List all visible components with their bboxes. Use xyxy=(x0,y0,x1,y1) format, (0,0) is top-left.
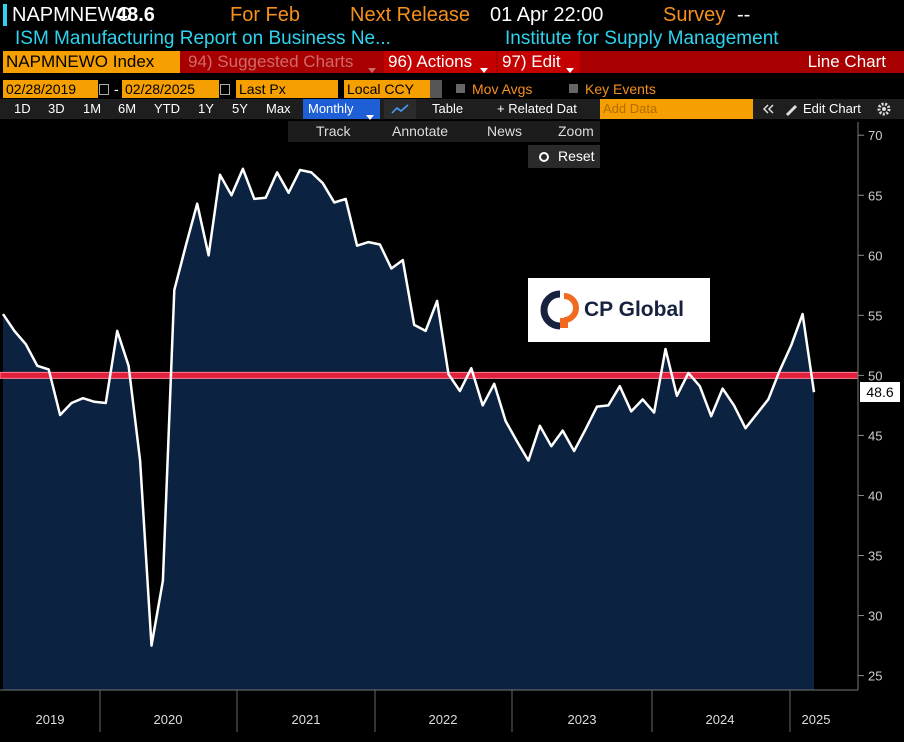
chart-icon-button[interactable] xyxy=(384,99,416,119)
y-tick-label: 25 xyxy=(868,669,882,684)
y-tick-label: 65 xyxy=(868,188,882,203)
tool-button[interactable]: Zoom xyxy=(558,123,594,139)
frequency-select[interactable]: Monthly xyxy=(303,99,380,119)
period-button[interactable]: 6M xyxy=(118,101,137,116)
x-tick-label: 2019 xyxy=(36,712,65,727)
x-tick-label: 2021 xyxy=(292,712,321,727)
last-value: 48.6 xyxy=(116,4,155,26)
x-tick-label: 2020 xyxy=(154,712,183,727)
logo-icon xyxy=(540,290,579,330)
area xyxy=(3,168,814,691)
logo-text: CP Global xyxy=(584,298,684,321)
actions-menu[interactable]: 96) Actions xyxy=(384,51,496,73)
survey: -- xyxy=(737,4,751,26)
tool-button[interactable]: Track xyxy=(316,123,351,139)
add-data-input[interactable]: Add Data xyxy=(600,99,753,119)
start-date[interactable]: 02/28/2019 xyxy=(3,80,98,98)
x-tick-label: 2024 xyxy=(706,712,735,727)
tools-bar xyxy=(288,121,600,142)
table-button[interactable]: Table xyxy=(432,101,464,116)
x-tick-label: 2022 xyxy=(429,712,458,727)
y-tick-label: 35 xyxy=(868,549,882,564)
period-button[interactable]: 1Y xyxy=(198,101,214,116)
related-data[interactable]: + Related Dat xyxy=(497,101,577,116)
line-icon xyxy=(391,104,409,114)
y-tick-label: 40 xyxy=(868,488,882,503)
dropdown-arrow xyxy=(366,107,374,125)
chart-type[interactable]: Line Chart xyxy=(807,52,886,71)
pencil-icon xyxy=(785,104,798,117)
tool-button[interactable]: Annotate xyxy=(392,123,449,139)
collapse-icon[interactable] xyxy=(762,102,776,116)
accent-bar xyxy=(3,4,7,26)
survey-label: Survey xyxy=(663,4,726,26)
price-field[interactable]: Last Px xyxy=(236,80,338,98)
y-tick-label: 70 xyxy=(868,128,882,143)
edit-menu[interactable]: 97) Edit xyxy=(498,51,580,73)
y-tick-label: 45 xyxy=(868,428,882,443)
period-button[interactable]: 5Y xyxy=(232,101,248,116)
period-button[interactable]: YTD xyxy=(154,101,180,116)
reset-label[interactable]: Reset xyxy=(558,148,595,164)
key-events[interactable]: Key Events xyxy=(585,81,656,97)
y-tick-label: 55 xyxy=(868,308,882,323)
checkbox[interactable] xyxy=(456,84,465,93)
security-field[interactable]: NAPMNEWO Index xyxy=(3,51,180,73)
x-tick-label: 2023 xyxy=(568,712,597,727)
mov-avgs[interactable]: Mov Avgs xyxy=(472,81,533,97)
line xyxy=(1,167,816,647)
reset-button[interactable] xyxy=(528,145,600,168)
next-release: 01 Apr 22:00 xyxy=(490,4,604,26)
date-separator: - xyxy=(114,81,119,97)
y-tick-label: 50 xyxy=(868,368,882,383)
calendar-icon[interactable] xyxy=(220,84,230,95)
end-date[interactable]: 02/28/2025 xyxy=(122,80,219,98)
plot-area xyxy=(0,167,859,691)
currency-field[interactable]: Local CCY xyxy=(344,80,431,98)
period-button[interactable]: 3D xyxy=(48,101,65,116)
period-button[interactable]: Max xyxy=(266,101,291,116)
reset-icon xyxy=(539,152,549,162)
next-release-label: Next Release xyxy=(350,4,471,26)
tool-button[interactable]: News xyxy=(487,123,523,139)
y-tick-label: 30 xyxy=(868,609,882,624)
dropdown-arrow xyxy=(368,60,376,78)
y-tick-label: 60 xyxy=(868,248,882,263)
period-button[interactable]: 1D xyxy=(14,101,31,116)
for-label: For Feb xyxy=(230,4,301,26)
dropdown-arrow xyxy=(566,60,574,78)
edit-chart[interactable]: Edit Chart xyxy=(803,101,861,116)
period-button[interactable]: 1M xyxy=(83,101,102,116)
x-tick-label: 2025 xyxy=(802,712,831,727)
last-price-tag: 48.6 xyxy=(860,382,900,403)
source: Institute for Supply Management xyxy=(505,28,779,49)
calendar-icon[interactable] xyxy=(99,84,109,95)
dropdown-button[interactable] xyxy=(430,80,442,98)
logo-box: CP Global xyxy=(528,278,710,342)
checkbox[interactable] xyxy=(569,84,578,93)
gear-icon[interactable] xyxy=(876,101,892,117)
suggested-charts[interactable]: 94) Suggested Charts xyxy=(188,52,354,71)
ticker: NAPMNEWO xyxy=(12,4,132,26)
dropdown-arrow xyxy=(480,60,488,78)
description: ISM Manufacturing Report on Business Ne.… xyxy=(15,28,391,49)
